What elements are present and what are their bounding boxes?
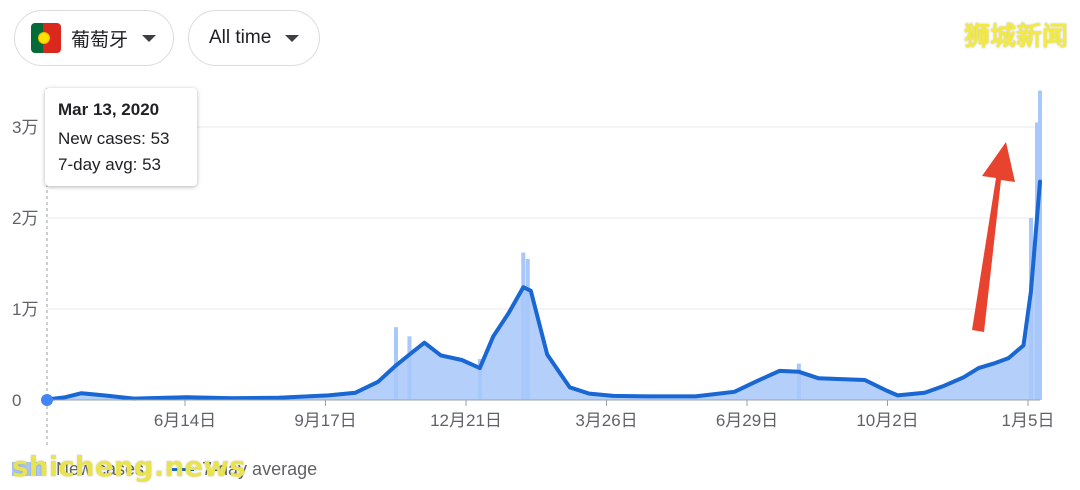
tooltip-new-cases: New cases: 53: [58, 129, 170, 148]
y-tick-label: 3万: [12, 118, 38, 137]
avg-line: [45, 179, 1042, 402]
new-cases-bar: [521, 252, 526, 400]
new-cases-bar: [525, 258, 530, 400]
country-selector-label: 葡萄牙: [71, 29, 129, 51]
chart-tooltip: Mar 13, 2020 New cases: 53 7-day avg: 53: [45, 88, 197, 186]
new-cases-bar: [477, 359, 482, 400]
time-range-selector[interactable]: All time: [188, 10, 320, 66]
legend-swatch-average: [172, 467, 195, 471]
x-tick-label: 1月5日: [1002, 411, 1055, 430]
new-cases-bar: [1035, 122, 1040, 400]
x-tick-label: 10月2日: [856, 411, 918, 430]
tooltip-date: Mar 13, 2020: [58, 100, 160, 119]
x-tick-label: 12月21日: [430, 411, 502, 430]
chevron-down-icon: [285, 34, 300, 42]
x-tick-label: 3月26日: [575, 411, 637, 430]
new-cases-bar: [1038, 90, 1042, 400]
watermark-top: 狮城新闻: [963, 22, 1068, 52]
watermark-bottom: shicheng.news: [12, 450, 246, 483]
x-tick-label: 9月17日: [294, 411, 356, 430]
y-tick-label: 2万: [12, 209, 38, 228]
x-tick-label: 6月14日: [154, 411, 216, 430]
chart-legend: New cases 7-day average: [12, 456, 317, 482]
hover-point: [41, 394, 53, 406]
red-arrow-annotation: [972, 142, 1015, 332]
new-cases-bar: [796, 363, 801, 400]
portugal-flag-icon: [31, 23, 61, 53]
y-tick-label: 1万: [12, 300, 38, 319]
y-tick-label: 0: [12, 391, 21, 410]
chevron-down-icon: [142, 34, 157, 42]
legend-label-average: 7-day average: [202, 458, 318, 479]
legend-label-new-cases: New cases: [56, 458, 145, 479]
tooltip-avg: 7-day avg: 53: [58, 155, 162, 174]
new-cases-area: [47, 179, 1040, 400]
legend-swatch-new-cases: [12, 462, 46, 476]
country-selector[interactable]: 葡萄牙: [14, 10, 174, 66]
new-cases-bar: [1029, 218, 1034, 400]
time-range-label: All time: [209, 27, 272, 48]
x-tick-label: 6月29日: [716, 411, 778, 430]
new-cases-bar: [407, 336, 412, 400]
